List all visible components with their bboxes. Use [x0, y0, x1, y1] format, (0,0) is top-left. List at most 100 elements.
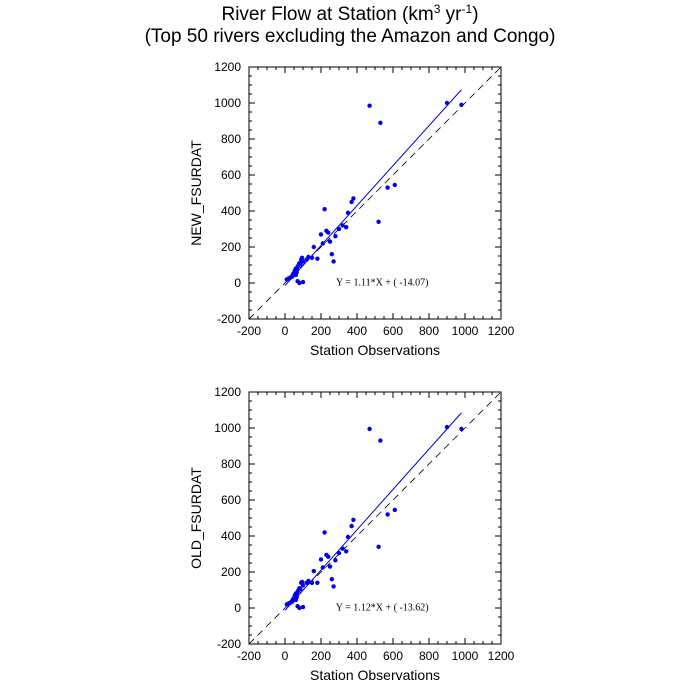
data-point	[306, 578, 311, 584]
x-tick-label: 800	[419, 324, 439, 338]
x-axis-label: Station Observations	[310, 342, 440, 358]
x-axis-label: Station Observations	[310, 667, 440, 683]
data-point	[459, 102, 464, 108]
y-axis-label: OLD_FSURDAT	[188, 467, 204, 569]
regression-equation: Y = 1.11*X + ( -14.07)	[336, 278, 428, 289]
x-tick-label: 1000	[452, 649, 479, 663]
x-tick-label: 1200	[488, 649, 515, 663]
data-point	[367, 103, 372, 108]
data-point	[336, 226, 342, 232]
data-point	[385, 512, 390, 517]
data-point	[300, 604, 306, 610]
data-point	[331, 259, 336, 264]
regression-line	[284, 89, 462, 286]
y-tick-label: 400	[221, 204, 241, 218]
x-tick-label: -200	[237, 324, 261, 338]
data-point	[309, 255, 315, 260]
data-point	[351, 196, 356, 201]
data-point	[318, 557, 324, 562]
y-tick-label: 1200	[214, 385, 241, 399]
data-point	[309, 580, 315, 585]
data-point	[300, 279, 306, 285]
data-point	[327, 564, 333, 569]
data-point	[333, 234, 338, 239]
data-point	[295, 279, 300, 284]
x-tick-label: 400	[347, 324, 367, 338]
y-tick-label: 1000	[214, 96, 241, 110]
data-point	[376, 219, 381, 224]
x-tick-label: 1200	[488, 324, 515, 338]
x-tick-label: 0	[282, 324, 289, 338]
data-point	[385, 185, 390, 190]
x-tick-label: 0	[282, 649, 289, 663]
data-point	[378, 120, 383, 126]
x-tick-label: 1000	[452, 324, 479, 338]
x-tick-label: 400	[347, 649, 367, 663]
data-point	[298, 261, 303, 267]
regression-equation: Y = 1.12*X + ( -13.62)	[336, 603, 429, 614]
data-point	[345, 210, 351, 215]
data-point	[326, 230, 331, 235]
y-tick-label: 400	[221, 529, 241, 543]
data-point	[293, 597, 298, 603]
data-point	[329, 252, 334, 257]
x-tick-label: -200	[237, 649, 261, 663]
data-point	[295, 604, 300, 609]
data-point	[300, 259, 306, 264]
data-point	[392, 507, 397, 513]
y-tick-label: 1000	[214, 421, 241, 435]
plot-area	[249, 392, 501, 644]
y-tick-label: 0	[234, 601, 241, 615]
data-point	[351, 517, 356, 522]
y-tick-label: 600	[221, 493, 241, 507]
chart-title: River Flow at Station (km3 yr-1)	[221, 2, 478, 25]
data-point	[340, 546, 345, 551]
x-tick-label: 200	[311, 324, 331, 338]
y-tick-label: 0	[234, 276, 241, 290]
scatter-panel-old-fsurdat: -200 0 200 400 600 800 1000 1200 -200 0 200 400 600 8…	[188, 385, 515, 683]
y-tick-label: 800	[221, 457, 241, 471]
data-point	[392, 182, 397, 188]
x-tick-label: 200	[311, 649, 331, 663]
data-point	[333, 558, 338, 563]
data-point	[367, 426, 372, 432]
data-point	[290, 599, 295, 604]
y-tick-label: 1200	[214, 60, 241, 74]
x-tick-label: 600	[383, 324, 403, 338]
data-point	[340, 223, 345, 228]
data-point	[315, 256, 320, 261]
y-tick-label: 200	[221, 565, 241, 579]
data-point	[327, 239, 333, 244]
y-tick-label: 800	[221, 132, 241, 146]
scatter-panel-new-fsurdat: -200 0 200 400 600 800 1000 1200 -200 0 200 400 600 8…	[188, 60, 515, 358]
data-point	[306, 254, 311, 260]
data-point	[336, 550, 342, 556]
data-point	[292, 594, 298, 599]
data-point	[344, 549, 349, 554]
y-tick-label: -200	[217, 312, 241, 326]
y-tick-label: -200	[217, 637, 241, 651]
plot-area	[249, 67, 501, 319]
x-tick-label: 600	[383, 649, 403, 663]
data-point	[290, 274, 295, 279]
data-point	[378, 438, 383, 443]
data-point	[320, 241, 325, 246]
data-point	[300, 583, 306, 588]
data-point	[444, 100, 450, 106]
y-tick-label: 200	[221, 240, 241, 254]
data-point	[292, 269, 298, 274]
data-point	[293, 272, 298, 278]
data-point	[349, 199, 354, 205]
data-point	[326, 554, 331, 559]
data-point	[298, 586, 303, 592]
data-point	[345, 534, 351, 540]
y-axis-label: NEW_FSURDAT	[188, 140, 204, 246]
regression-line	[284, 412, 462, 611]
x-tick-label: 800	[419, 649, 439, 663]
data-point	[331, 584, 336, 589]
data-point	[311, 568, 316, 574]
chart-subtitle: (Top 50 rivers excluding the Amazon and …	[145, 26, 556, 47]
data-point	[311, 244, 316, 250]
data-point	[344, 225, 349, 230]
